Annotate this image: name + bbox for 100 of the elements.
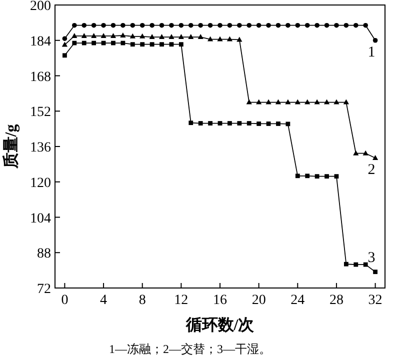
point bbox=[363, 262, 368, 267]
point bbox=[91, 22, 96, 28]
point bbox=[198, 34, 204, 40]
point bbox=[372, 38, 378, 43]
y-axis-title: 质量/g bbox=[2, 124, 20, 170]
y-tick-label: 88 bbox=[37, 246, 51, 262]
y-tick-label: 120 bbox=[30, 176, 51, 191]
point bbox=[120, 32, 126, 38]
text: 1—冻融；2—交替；3—干湿。 bbox=[109, 342, 271, 356]
point bbox=[111, 40, 116, 46]
point bbox=[353, 150, 359, 156]
point bbox=[120, 22, 126, 28]
point bbox=[314, 22, 320, 28]
point bbox=[227, 22, 232, 28]
point bbox=[236, 36, 242, 42]
point bbox=[62, 42, 68, 47]
series-label: 3 bbox=[368, 250, 376, 266]
point bbox=[343, 99, 349, 104]
point bbox=[140, 22, 145, 28]
point bbox=[305, 174, 310, 178]
point bbox=[246, 121, 252, 126]
point bbox=[208, 121, 212, 126]
point bbox=[82, 22, 87, 28]
y-tick-label: 152 bbox=[30, 105, 51, 120]
point bbox=[82, 40, 86, 46]
point bbox=[72, 40, 77, 46]
point bbox=[275, 99, 282, 104]
point bbox=[286, 22, 290, 28]
x-tick-label: 28 bbox=[329, 293, 344, 308]
point bbox=[353, 22, 358, 28]
point bbox=[363, 22, 368, 28]
x-tick-label: 8 bbox=[138, 293, 146, 308]
point bbox=[101, 22, 106, 28]
point bbox=[237, 22, 242, 28]
point bbox=[226, 36, 233, 42]
y-tick-label: 168 bbox=[30, 70, 51, 85]
y-tick-label: 200 bbox=[30, 0, 51, 14]
point bbox=[266, 22, 271, 28]
x-tick-label: 12 bbox=[174, 293, 188, 308]
point bbox=[159, 22, 164, 28]
point bbox=[324, 174, 329, 179]
point bbox=[130, 22, 136, 28]
series-label: 1 bbox=[368, 44, 376, 60]
point bbox=[266, 122, 271, 126]
point bbox=[237, 121, 242, 126]
point bbox=[198, 22, 203, 28]
point bbox=[169, 42, 174, 47]
point bbox=[110, 32, 116, 38]
point bbox=[168, 34, 174, 40]
point bbox=[130, 33, 136, 38]
point bbox=[217, 36, 223, 42]
point bbox=[373, 270, 378, 274]
point bbox=[188, 34, 194, 40]
point bbox=[140, 33, 146, 38]
point bbox=[188, 120, 194, 126]
point bbox=[120, 40, 126, 46]
point bbox=[372, 154, 378, 160]
point bbox=[276, 122, 280, 126]
point bbox=[354, 262, 358, 267]
point bbox=[158, 34, 165, 40]
point bbox=[169, 22, 174, 28]
point bbox=[62, 53, 67, 58]
point bbox=[218, 22, 222, 28]
point bbox=[140, 42, 145, 47]
point bbox=[81, 32, 87, 38]
point bbox=[72, 22, 77, 28]
y-tick-label: 136 bbox=[30, 140, 51, 156]
point bbox=[344, 22, 349, 28]
point bbox=[276, 22, 281, 28]
x-tick-label: 32 bbox=[368, 293, 382, 308]
x-tick-label: 4 bbox=[100, 293, 108, 308]
point bbox=[334, 99, 340, 104]
point bbox=[150, 22, 154, 28]
point bbox=[198, 121, 203, 126]
y-tick-label: 72 bbox=[37, 282, 51, 297]
point bbox=[62, 36, 68, 42]
point bbox=[286, 122, 290, 126]
point bbox=[324, 99, 330, 104]
y-tick-label: 184 bbox=[30, 34, 51, 50]
point bbox=[178, 42, 184, 47]
point bbox=[256, 99, 262, 104]
y-tick-label: 104 bbox=[30, 211, 51, 226]
point bbox=[256, 22, 262, 28]
point bbox=[295, 22, 300, 28]
point bbox=[92, 40, 96, 46]
point bbox=[149, 34, 155, 40]
point bbox=[256, 122, 262, 126]
point bbox=[150, 42, 154, 47]
x-tick-label: 20 bbox=[252, 293, 266, 308]
point bbox=[285, 99, 291, 104]
x-tick-label: 0 bbox=[61, 293, 68, 308]
point bbox=[178, 34, 184, 40]
point bbox=[314, 99, 320, 104]
point bbox=[72, 32, 78, 38]
point bbox=[344, 262, 348, 266]
point bbox=[208, 22, 213, 28]
point bbox=[246, 99, 252, 104]
point bbox=[294, 99, 300, 104]
x-axis-title: 循环数/次 bbox=[184, 316, 256, 334]
point bbox=[334, 174, 339, 179]
